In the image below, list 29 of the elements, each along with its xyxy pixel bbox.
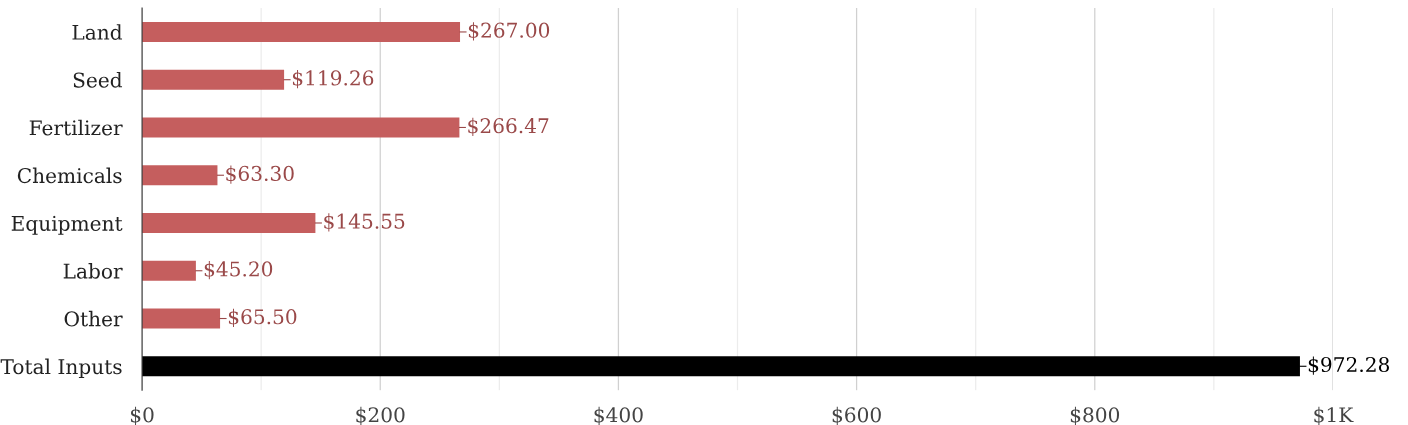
y-tick-label: Fertilizer xyxy=(29,119,123,136)
bar xyxy=(142,69,285,90)
data-label: $119.26 xyxy=(292,69,374,89)
y-tick-label: Land xyxy=(72,24,123,40)
y-tick-label: Seed xyxy=(73,72,123,88)
data-label: $63.30 xyxy=(226,165,294,184)
bar xyxy=(142,308,221,329)
bar xyxy=(142,117,460,138)
x-tick-label: $0 xyxy=(130,406,154,425)
y-tick-label: Equipment xyxy=(11,215,123,235)
y-tick-label: Labor xyxy=(63,263,123,279)
bar xyxy=(142,260,196,281)
y-tick-label: Chemicals xyxy=(17,167,122,184)
bar xyxy=(142,165,218,186)
x-tick-label: $800 xyxy=(1070,406,1120,425)
x-tick-label: $600 xyxy=(832,406,881,425)
data-label: $145.55 xyxy=(324,213,405,232)
bar xyxy=(142,212,316,234)
data-label: $45.20 xyxy=(204,261,273,280)
data-label: $266.47 xyxy=(468,117,549,136)
y-tick-label: Other xyxy=(64,310,123,327)
y-tick-label: Total Inputs xyxy=(0,358,122,379)
data-label: $267.00 xyxy=(468,22,550,41)
data-label: $65.50 xyxy=(228,308,297,328)
x-tick-label: $400 xyxy=(594,406,643,425)
x-tick-label: $200 xyxy=(356,406,405,425)
x-tick-label: $1K xyxy=(1314,406,1354,425)
data-label: $972.28 xyxy=(1308,356,1390,375)
bar xyxy=(142,21,461,42)
